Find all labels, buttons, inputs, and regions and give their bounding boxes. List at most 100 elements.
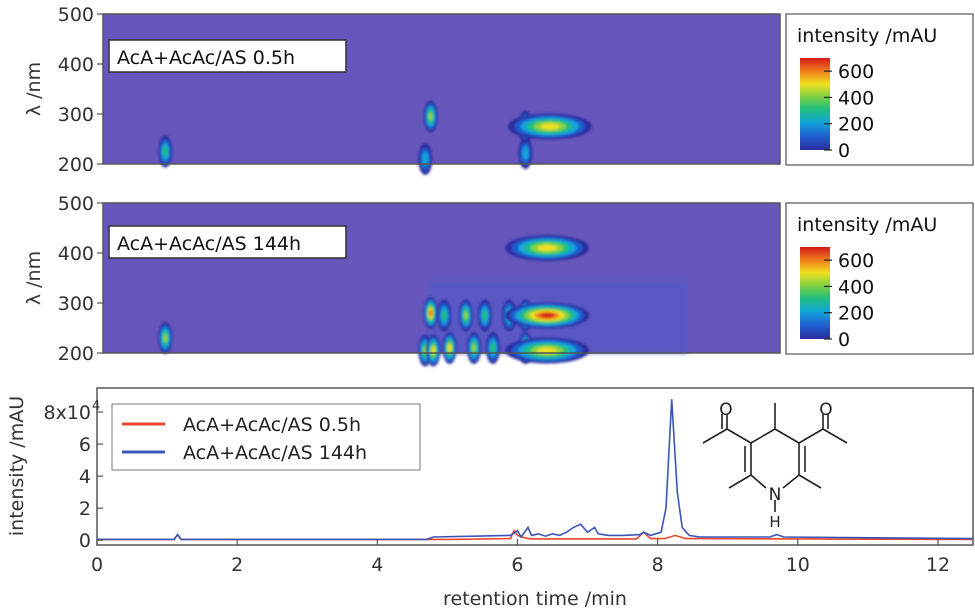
x-tick-label-0: 0 bbox=[91, 554, 103, 576]
heatmap-1-title-box bbox=[108, 39, 347, 73]
heatmap-1-hotspot-1 bbox=[418, 143, 433, 175]
heatmap-1-hotspot-5-layer-5 bbox=[540, 123, 560, 130]
heatmap-2-hotspot-4 bbox=[437, 299, 452, 332]
colorbar-2-tick-label-1: 200 bbox=[838, 303, 874, 325]
heatmap-2-ytick-label-0: 200 bbox=[58, 343, 94, 365]
heatmap-1-hotspot-5 bbox=[507, 113, 592, 140]
x-tick-label-6: 12 bbox=[926, 554, 950, 576]
legend-label-1: AcA+AcAc/AS 144h bbox=[183, 442, 367, 464]
heatmap-panel-1: 200 300 400 500 λ /nm AcA+AcAc/AS 0.5h inte… bbox=[23, 4, 974, 176]
colorbar-1-tick-label-0: 0 bbox=[838, 140, 850, 162]
y-tick-label-4: 8x10 bbox=[43, 402, 91, 424]
heatmap-1-y-ticks: 200 300 400 500 bbox=[58, 4, 103, 176]
colorbar-1-tick-label-3: 600 bbox=[838, 61, 874, 83]
y-tick-label-0: 0 bbox=[79, 530, 91, 552]
colorbar-1-ticks: 0 200 400 600 bbox=[824, 61, 874, 162]
y-tick-label-3: 6 bbox=[79, 434, 91, 456]
heatmap-1-frame bbox=[102, 13, 781, 165]
heatmap-1-hotspot-0-layer-3 bbox=[162, 146, 168, 157]
heatmap-2-hotspot-4-layer-3 bbox=[441, 310, 447, 321]
heatmap-1-hotspot-2-layer-4 bbox=[428, 112, 433, 121]
heatmap-2-title-box bbox=[108, 225, 347, 259]
colorbar-2-gradient bbox=[800, 247, 830, 339]
legend-box bbox=[111, 403, 421, 471]
colorbar-1-tick-label-1: 200 bbox=[838, 114, 874, 136]
heatmap-1-ytick-label-3: 500 bbox=[58, 4, 94, 26]
heatmap-2-hotspot-7-layer-4 bbox=[471, 343, 476, 353]
colorbar-2: intensity /mAU 0 200 400 600 bbox=[785, 202, 974, 355]
heatmap-1-ytick-label-0: 200 bbox=[58, 154, 94, 176]
heatmap-1-hotspot-0 bbox=[158, 135, 173, 168]
colorbar-2-tick-label-3: 600 bbox=[838, 250, 874, 272]
heatmap-2-hotspot-0-layer-4 bbox=[163, 333, 168, 343]
colorbar-2-tick-label-2: 400 bbox=[838, 276, 874, 298]
heatmap-1-hotspot-2 bbox=[423, 100, 438, 133]
heatmap-2-hotspot-14 bbox=[505, 235, 590, 261]
colorbar-1-tick-label-2: 400 bbox=[838, 87, 874, 109]
x-tick-label-3: 6 bbox=[511, 554, 523, 576]
heatmap-panel-2: 200 300 400 500 λ /nm AcA+AcAc/AS 144h inte… bbox=[23, 193, 974, 367]
heatmap-2-hotspot-2 bbox=[423, 297, 438, 329]
heatmap-2-hotspots bbox=[158, 235, 590, 367]
heatmap-2-title: AcA+AcAc/AS 144h bbox=[117, 233, 301, 255]
x-tick-label-2: 4 bbox=[371, 554, 383, 576]
heatmap-2-ylabel: λ /nm bbox=[23, 251, 45, 305]
heatmap-1-ytick-label-2: 400 bbox=[58, 54, 94, 76]
series-line-1 bbox=[97, 399, 974, 541]
structure-oxygen-left: O bbox=[719, 400, 732, 420]
heatmap-2-hotspot-6-layer-4 bbox=[463, 311, 468, 320]
heatmap-2-hotspot-9 bbox=[485, 332, 500, 364]
heatmap-1-ytick-label-1: 300 bbox=[58, 104, 94, 126]
x-tick-label-4: 8 bbox=[652, 554, 664, 576]
colorbar-1-label: intensity /mAU bbox=[797, 25, 937, 47]
colorbar-1-gradient bbox=[800, 58, 830, 150]
heatmap-2-hotspot-5-layer-5 bbox=[447, 344, 452, 352]
heatmap-1-hotspot-3-layer-2 bbox=[522, 146, 529, 160]
heatmap-2-hotspot-6 bbox=[458, 299, 473, 332]
heatmap-1-background bbox=[103, 14, 780, 164]
structure-nitrogen: N bbox=[769, 485, 782, 505]
heatmap-2-hotspot-15-layer-5 bbox=[537, 347, 557, 354]
legend: AcA+AcAc/AS 0.5h AcA+AcAc/AS 144h bbox=[111, 403, 421, 471]
heatmap-2-hotspot-13-layer-7 bbox=[539, 313, 555, 318]
colorbar-2-ticks: 0 200 400 600 bbox=[824, 250, 874, 351]
heatmap-2-hotspot-8 bbox=[477, 299, 492, 332]
heatmap-2-ytick-label-2: 400 bbox=[58, 243, 94, 265]
heatmap-2-hotspot-14-layer-5 bbox=[537, 245, 557, 251]
heatmap-2-hotspot-3 bbox=[426, 334, 441, 367]
dihydropyridine-structure bbox=[702, 403, 848, 512]
heatmap-2-hotspot-0 bbox=[158, 322, 173, 354]
colorbar-2-label: intensity /mAU bbox=[797, 214, 937, 236]
heatmap-2-frame bbox=[102, 202, 781, 354]
heatmap-2-hotspot-2-layer-6 bbox=[428, 309, 433, 317]
x-tick-label-1: 2 bbox=[231, 554, 243, 576]
colorbar-1: intensity /mAU 0 200 400 600 bbox=[785, 13, 974, 166]
heatmap-1-hotspot-1-layer-2 bbox=[422, 152, 429, 166]
chromatogram-xlabel: retention time /min bbox=[443, 588, 627, 610]
x-tick-label-5: 10 bbox=[786, 554, 810, 576]
heatmap-2-y-ticks: 200 300 400 500 bbox=[58, 193, 103, 365]
heatmap-2-hotspot-15 bbox=[505, 337, 590, 364]
y-tick-label-2: 4 bbox=[79, 466, 91, 488]
y-tick-label-1: 2 bbox=[79, 498, 91, 520]
chromatogram-x-ticks: 0 2 4 6 8 10 12 bbox=[91, 539, 950, 576]
heatmap-1-title: AcA+AcAc/AS 0.5h bbox=[117, 47, 295, 69]
heatmap-2-hotspot-7 bbox=[466, 332, 481, 364]
heatmap-1-ylabel: λ /nm bbox=[23, 62, 45, 116]
heatmap-2-hotspot-8-layer-3 bbox=[482, 310, 488, 321]
heatmap-2-hotspot-13 bbox=[505, 302, 590, 329]
chromatogram-series bbox=[97, 399, 974, 541]
heatmap-2-hotspot-9-layer-3 bbox=[490, 342, 496, 354]
structure-hydrogen: H bbox=[769, 513, 780, 531]
chromatogram-ylabel: intensity /mAU bbox=[6, 396, 28, 536]
colorbar-2-tick-label-0: 0 bbox=[838, 329, 850, 351]
legend-label-0: AcA+AcAc/AS 0.5h bbox=[183, 414, 361, 436]
structure-oxygen-right: O bbox=[819, 400, 832, 420]
heatmap-2-ytick-label-1: 300 bbox=[58, 293, 94, 315]
heatmap-1-hotspots bbox=[158, 100, 592, 175]
y-tick-exponent: 4 bbox=[92, 399, 100, 414]
heatmap-1-hotspot-3 bbox=[518, 137, 533, 169]
